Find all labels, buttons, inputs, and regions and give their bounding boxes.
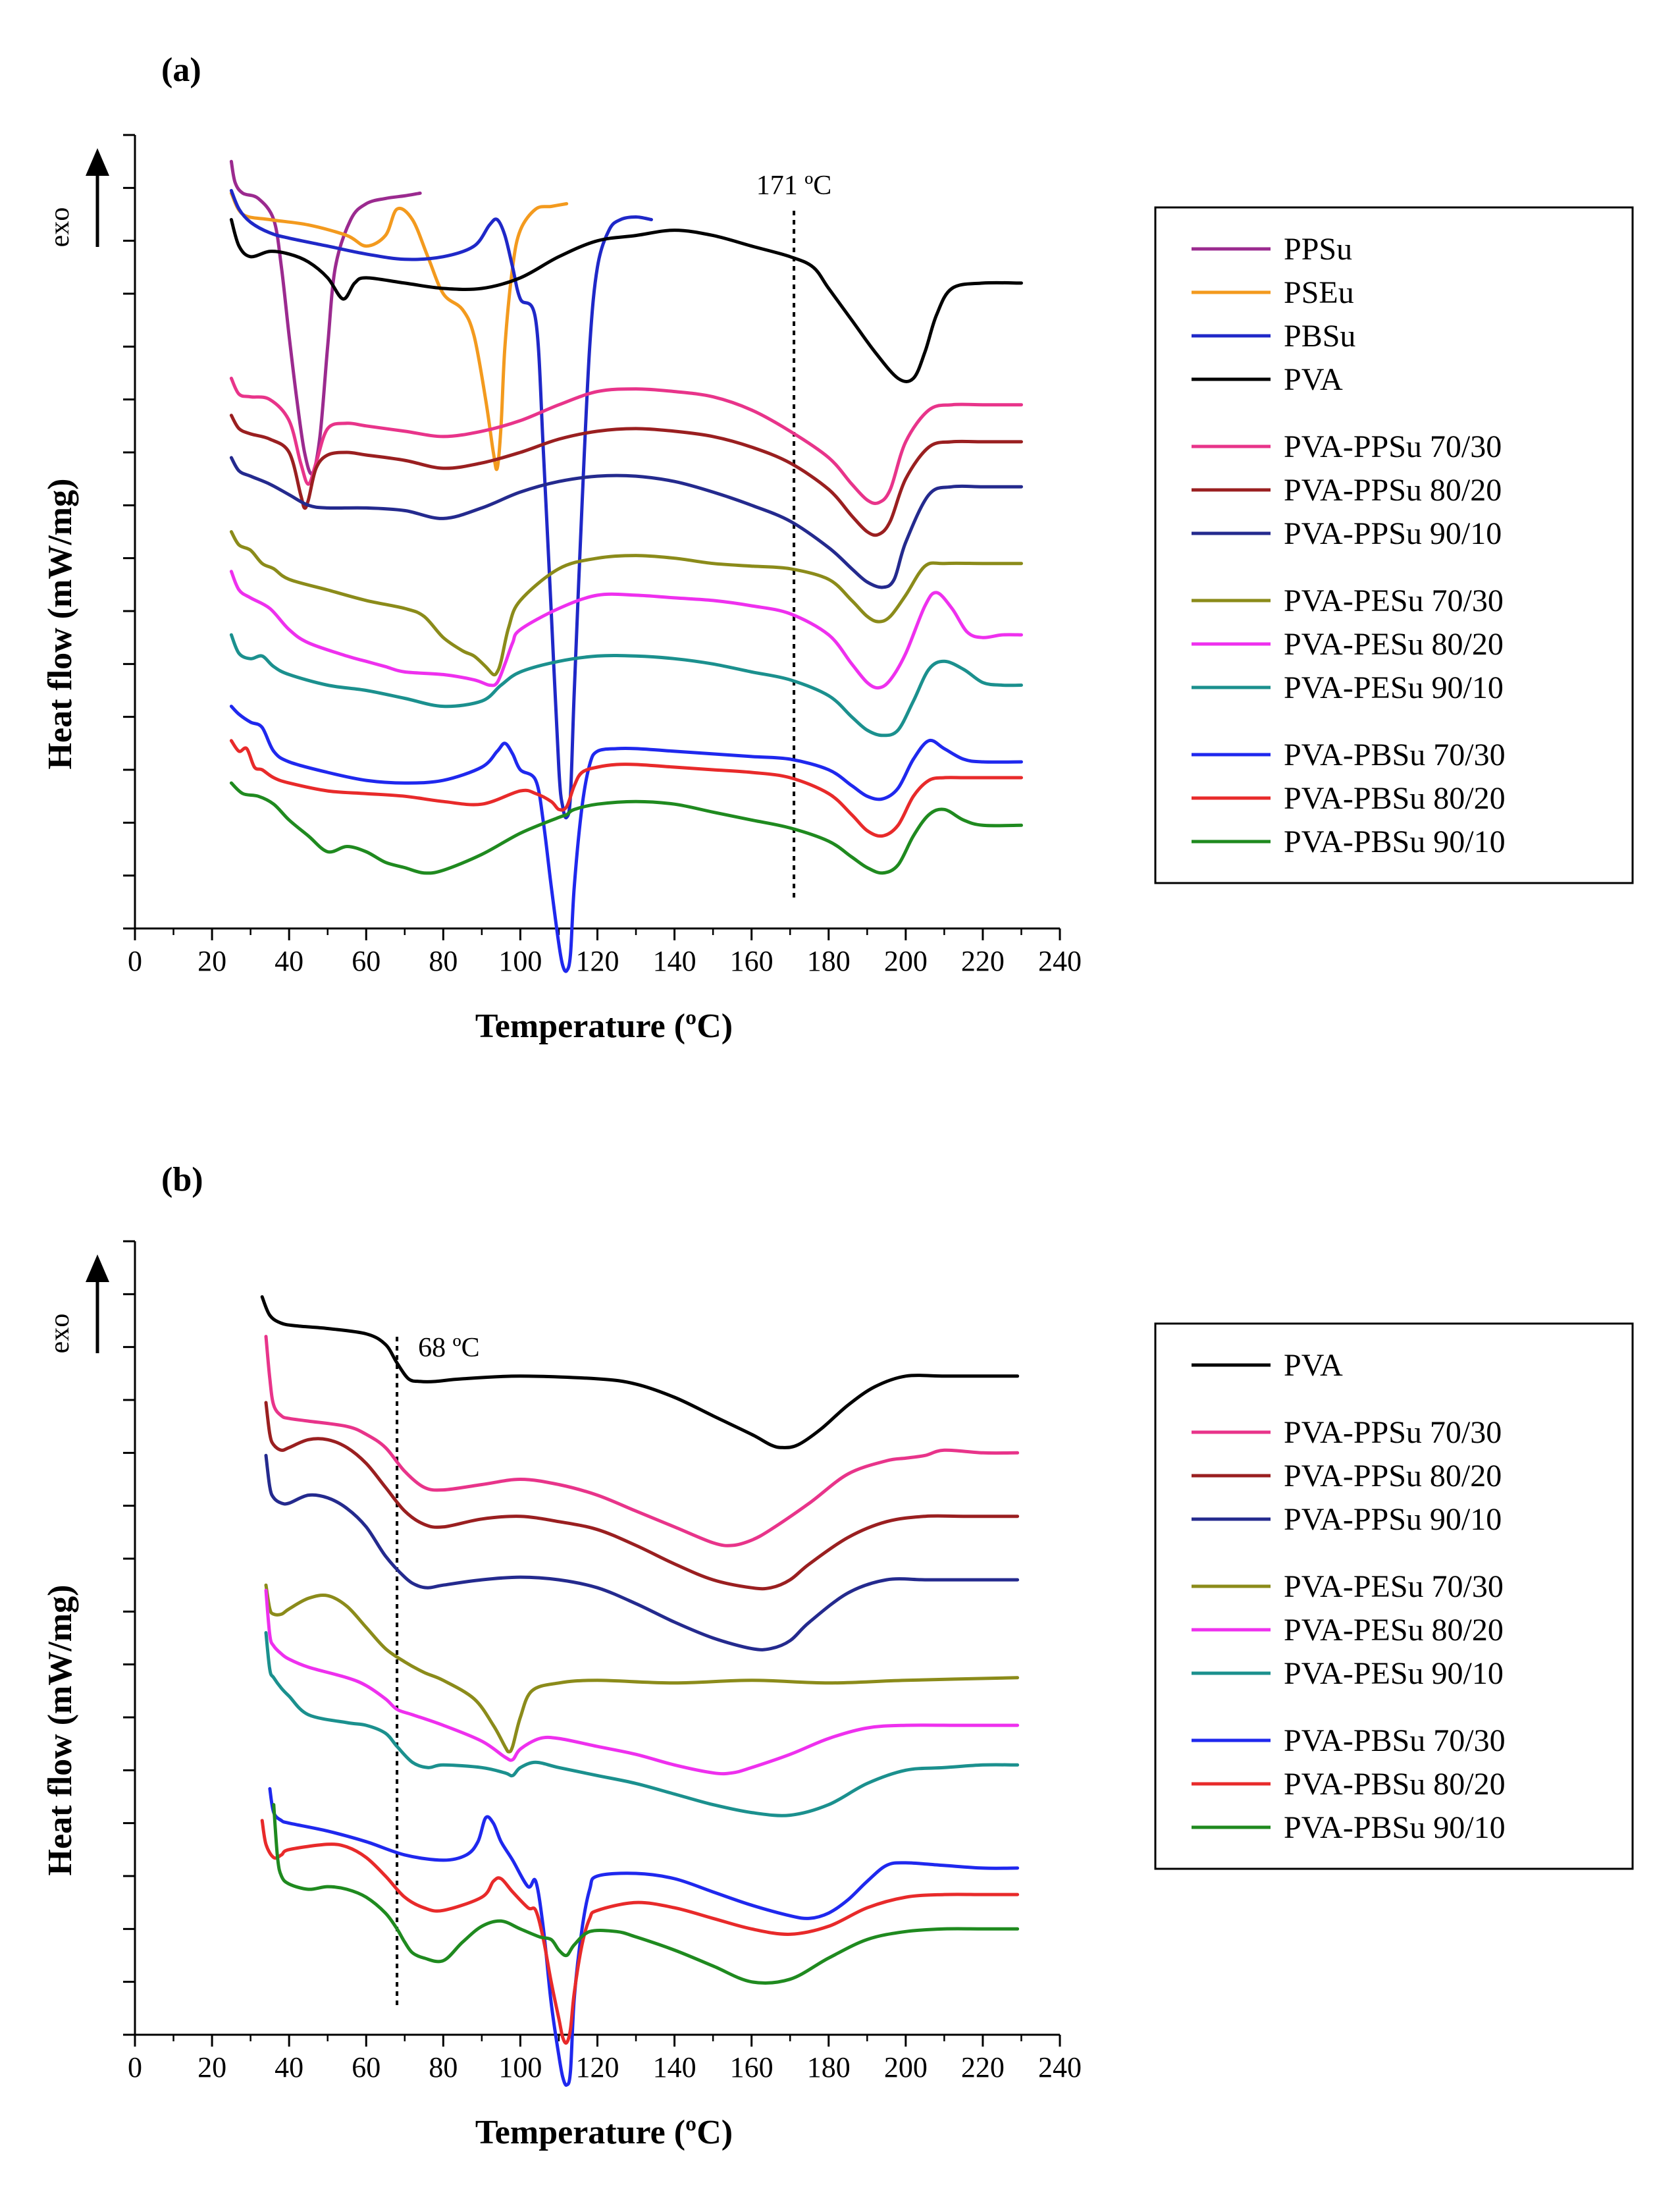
- legend: PVA PVA-PPSu 70/30 PVA-PPSu 80/20 PVA-PPSu …: [1154, 1322, 1634, 1870]
- series-line: [229, 781, 1023, 875]
- series-line: [229, 159, 422, 476]
- x-tick-label: 60: [352, 945, 381, 977]
- legend-label: PSEu: [1284, 275, 1354, 310]
- legend-label: PVA-PPSu 80/20: [1284, 473, 1502, 508]
- x-tick-label: 200: [884, 945, 928, 977]
- legend-label: PVA: [1284, 362, 1343, 397]
- reference-line-label: 68 ºC: [418, 1333, 480, 1363]
- exo-arrow-icon: [86, 148, 109, 176]
- x-tick-label: 160: [730, 945, 774, 977]
- legend-label: PVA-PBSu 70/30: [1284, 1723, 1506, 1758]
- series-line: [229, 188, 653, 820]
- series-line: [272, 1803, 1020, 1985]
- x-tick-label: 40: [275, 945, 303, 977]
- x-axis-title: Temperature (ºC): [475, 1007, 733, 1045]
- legend-label: PBSu: [1284, 319, 1355, 354]
- x-axis-title: Temperature (ºC): [475, 2114, 733, 2151]
- x-tick-label: 240: [1038, 2051, 1082, 2083]
- exo-arrow-icon: [86, 1254, 109, 1282]
- x-tick-label: 120: [576, 945, 619, 977]
- x-tick-label: 80: [429, 2051, 458, 2083]
- legend-label: PVA-PBSu 70/30: [1284, 738, 1506, 772]
- series-line: [229, 414, 1023, 537]
- chart-panel-a: (a) 0 20 40 60 80 100 120 140 160 180 200 220 240 Temp…: [41, 51, 1634, 1045]
- series-line: [229, 530, 1023, 677]
- x-tick-label: 140: [653, 2051, 696, 2083]
- series-line: [264, 1453, 1020, 1651]
- x-tick-label: 160: [730, 2051, 774, 2083]
- legend-label: PVA-PBSu 90/10: [1284, 824, 1506, 859]
- y-axis-title: Heat flow (mW/mg): [41, 479, 79, 770]
- reference-line-label: 171 ºC: [756, 171, 832, 201]
- x-tick-label: 200: [884, 2051, 928, 2083]
- x-tick-label: 220: [961, 945, 1005, 977]
- chart-panel-b: (b) 0 20 40 60 80 100 120 140 160 180 200 220 240 Temp…: [41, 1161, 1634, 2151]
- legend-label: PVA-PESu 70/30: [1284, 1569, 1504, 1604]
- series-line: [264, 1588, 1020, 1776]
- legend-label: PVA-PPSu 80/20: [1284, 1459, 1502, 1493]
- x-tick-label: 20: [197, 945, 226, 977]
- series-line: [260, 1295, 1020, 1449]
- series-line: [229, 377, 1023, 505]
- exo-label: exo: [45, 207, 75, 248]
- series-line: [229, 633, 1023, 738]
- x-tick-label: 140: [653, 945, 696, 977]
- x-tick-label: 60: [352, 2051, 381, 2083]
- legend-label: PVA-PBSu 80/20: [1284, 1767, 1506, 1802]
- x-tick-label: 20: [197, 2051, 226, 2083]
- legend-label: PVA-PPSu 70/30: [1284, 429, 1502, 464]
- legend-label: PVA-PESu 70/30: [1284, 583, 1504, 618]
- series-line: [229, 456, 1023, 589]
- panel-label: (b): [161, 1161, 203, 1198]
- legend-label: PVA-PESu 90/10: [1284, 670, 1504, 705]
- x-tick-label: 100: [498, 945, 542, 977]
- x-tick-label: 40: [275, 2051, 303, 2083]
- x-tick-label: 240: [1038, 945, 1082, 977]
- series-line: [264, 1401, 1020, 1591]
- series-line: [229, 705, 1023, 973]
- y-axis-title: Heat flow (mW/mg): [41, 1585, 79, 1876]
- series-line: [264, 1335, 1020, 1547]
- legend-label: PVA-PPSu 90/10: [1284, 516, 1502, 551]
- legend-label: PVA-PBSu 90/10: [1284, 1810, 1506, 1845]
- legend-label: PVA-PPSu 70/30: [1284, 1415, 1502, 1450]
- legend-label: PVA-PESu 80/20: [1284, 627, 1504, 662]
- series-line: [229, 570, 1023, 690]
- series-line: [229, 218, 1023, 384]
- legend-label: PPSu: [1284, 232, 1352, 267]
- x-tick-label: 220: [961, 2051, 1005, 2083]
- panel-label: (a): [161, 51, 201, 89]
- series-line: [264, 1583, 1020, 1754]
- x-tick-label: 180: [807, 945, 851, 977]
- x-tick-label: 0: [128, 945, 142, 977]
- legend-box: [1154, 1322, 1634, 1870]
- legend-label: PVA-PBSu 80/20: [1284, 781, 1506, 816]
- series-line: [264, 1631, 1020, 1817]
- legend-label: PVA-PPSu 90/10: [1284, 1502, 1502, 1537]
- legend-label: PVA: [1284, 1348, 1343, 1383]
- legend-box: [1154, 206, 1634, 884]
- x-tick-label: 80: [429, 945, 458, 977]
- x-tick-label: 180: [807, 2051, 851, 2083]
- x-tick-label: 0: [128, 2051, 142, 2083]
- series-line: [229, 191, 569, 471]
- x-tick-label: 120: [576, 2051, 619, 2083]
- x-tick-label: 100: [498, 2051, 542, 2083]
- legend: PPSu PSEu PBSu PVA PVA-PPSu 70/30 PVA-PPSu 80…: [1154, 206, 1634, 884]
- legend-label: PVA-PESu 90/10: [1284, 1656, 1504, 1691]
- series-line: [268, 1786, 1020, 2087]
- exo-label: exo: [45, 1314, 75, 1354]
- legend-label: PVA-PESu 80/20: [1284, 1613, 1504, 1648]
- series-line: [229, 739, 1023, 838]
- series-line: [260, 1819, 1020, 2045]
